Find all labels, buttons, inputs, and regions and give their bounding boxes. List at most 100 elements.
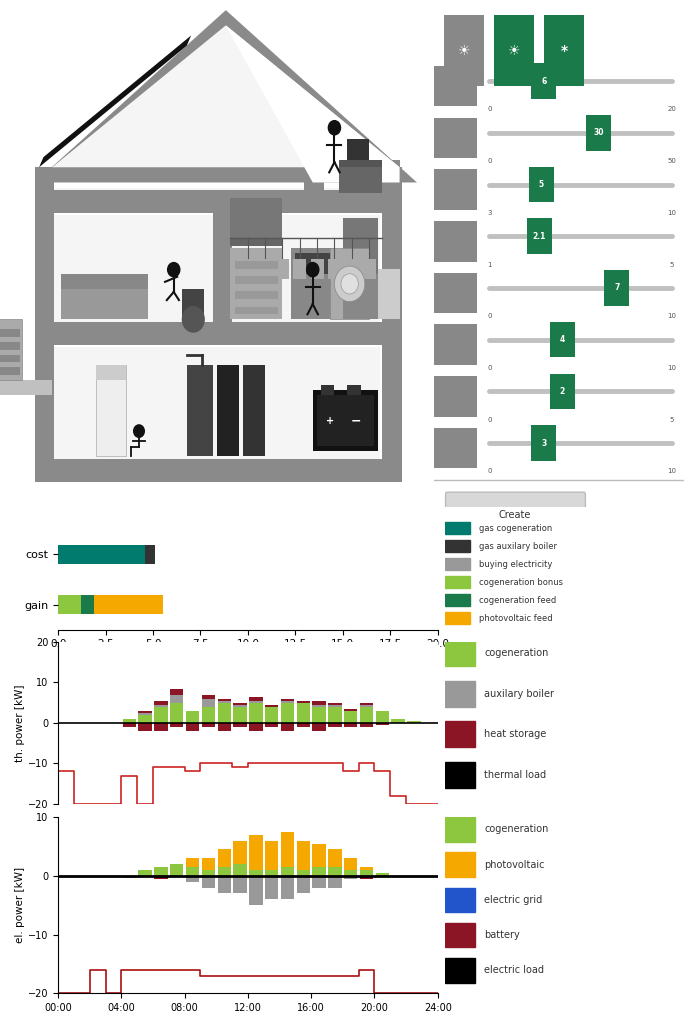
Text: 2.1: 2.1	[533, 231, 546, 241]
Bar	[0, 380, 52, 395]
Bar	[445, 817, 475, 842]
Bar	[434, 428, 477, 468]
Text: *: *	[561, 44, 568, 57]
Bar	[347, 139, 369, 160]
Bar	[605, 270, 629, 305]
Bar	[344, 876, 358, 879]
Text: 3: 3	[541, 438, 547, 447]
Bar	[235, 306, 278, 314]
Bar	[35, 459, 382, 481]
Text: 2: 2	[560, 387, 565, 396]
Bar	[259, 258, 272, 279]
Bar	[54, 347, 380, 459]
Bar	[434, 325, 477, 365]
Polygon shape	[35, 10, 417, 182]
Bar	[218, 700, 231, 702]
Bar	[61, 279, 148, 319]
Bar	[363, 258, 376, 279]
Text: 5: 5	[539, 180, 544, 189]
Bar	[445, 577, 470, 588]
Bar	[434, 221, 477, 261]
Bar	[249, 870, 263, 876]
Bar	[291, 249, 334, 319]
Bar	[96, 365, 126, 457]
Bar	[382, 167, 402, 481]
Bar	[330, 249, 369, 319]
Text: 10: 10	[667, 468, 676, 474]
Bar	[231, 198, 282, 239]
Bar	[280, 723, 294, 731]
Text: 10: 10	[667, 210, 676, 216]
Text: 0: 0	[487, 106, 492, 113]
Circle shape	[334, 266, 365, 302]
Bar	[531, 425, 556, 461]
Bar	[233, 876, 247, 894]
Text: 1: 1	[487, 261, 492, 267]
Text: ☀: ☀	[458, 44, 471, 57]
Text: 5: 5	[670, 261, 674, 267]
Bar	[434, 272, 477, 313]
Text: 7: 7	[614, 284, 620, 293]
Bar	[183, 289, 204, 319]
Text: 10: 10	[667, 365, 676, 371]
Bar	[138, 723, 152, 731]
Bar	[154, 867, 168, 876]
Bar	[186, 723, 199, 731]
Bar	[344, 723, 358, 727]
Text: 0: 0	[487, 417, 492, 423]
Bar	[202, 876, 215, 888]
Text: buying electricity: buying electricity	[479, 559, 553, 568]
Text: 30: 30	[593, 128, 604, 137]
Bar	[233, 723, 247, 727]
Text: photovoltaic feed: photovoltaic feed	[479, 613, 553, 623]
Text: 4: 4	[560, 335, 565, 344]
Bar	[550, 322, 575, 357]
Text: cogeneration: cogeneration	[484, 824, 549, 835]
Text: ☀: ☀	[508, 44, 521, 57]
Bar	[218, 867, 231, 876]
Bar	[154, 723, 168, 731]
Text: cogeneration: cogeneration	[484, 648, 549, 658]
Bar	[280, 698, 294, 700]
Bar	[313, 844, 326, 867]
Polygon shape	[52, 26, 399, 167]
Bar	[297, 870, 310, 876]
Bar	[297, 700, 310, 702]
Bar	[58, 595, 81, 614]
Bar	[445, 888, 475, 912]
Bar	[445, 522, 470, 535]
Bar	[280, 831, 294, 867]
Bar	[0, 368, 20, 375]
Bar	[445, 958, 475, 983]
Bar	[202, 870, 215, 876]
Bar	[138, 713, 152, 715]
Bar	[218, 702, 231, 723]
Bar	[445, 540, 470, 552]
Bar	[170, 694, 183, 702]
Bar	[586, 115, 611, 151]
Bar	[313, 700, 326, 705]
Bar	[233, 705, 247, 707]
Bar	[122, 719, 136, 723]
Bar	[445, 594, 470, 606]
Bar	[233, 702, 247, 705]
Polygon shape	[226, 160, 399, 182]
Text: gas auxilary boiler: gas auxilary boiler	[479, 542, 557, 551]
Bar	[218, 723, 231, 731]
Bar	[233, 864, 247, 876]
Bar	[527, 218, 552, 254]
Bar	[218, 876, 231, 894]
Bar	[35, 167, 54, 481]
Bar	[265, 876, 278, 899]
Bar	[328, 850, 342, 867]
Bar	[297, 841, 310, 870]
Text: electric load: electric load	[484, 966, 544, 976]
Bar	[233, 707, 247, 723]
Bar	[344, 870, 358, 876]
Bar	[343, 273, 378, 319]
Bar	[122, 876, 136, 878]
Bar	[445, 15, 484, 86]
Circle shape	[341, 273, 358, 294]
Bar	[531, 63, 556, 99]
Bar	[343, 218, 378, 319]
